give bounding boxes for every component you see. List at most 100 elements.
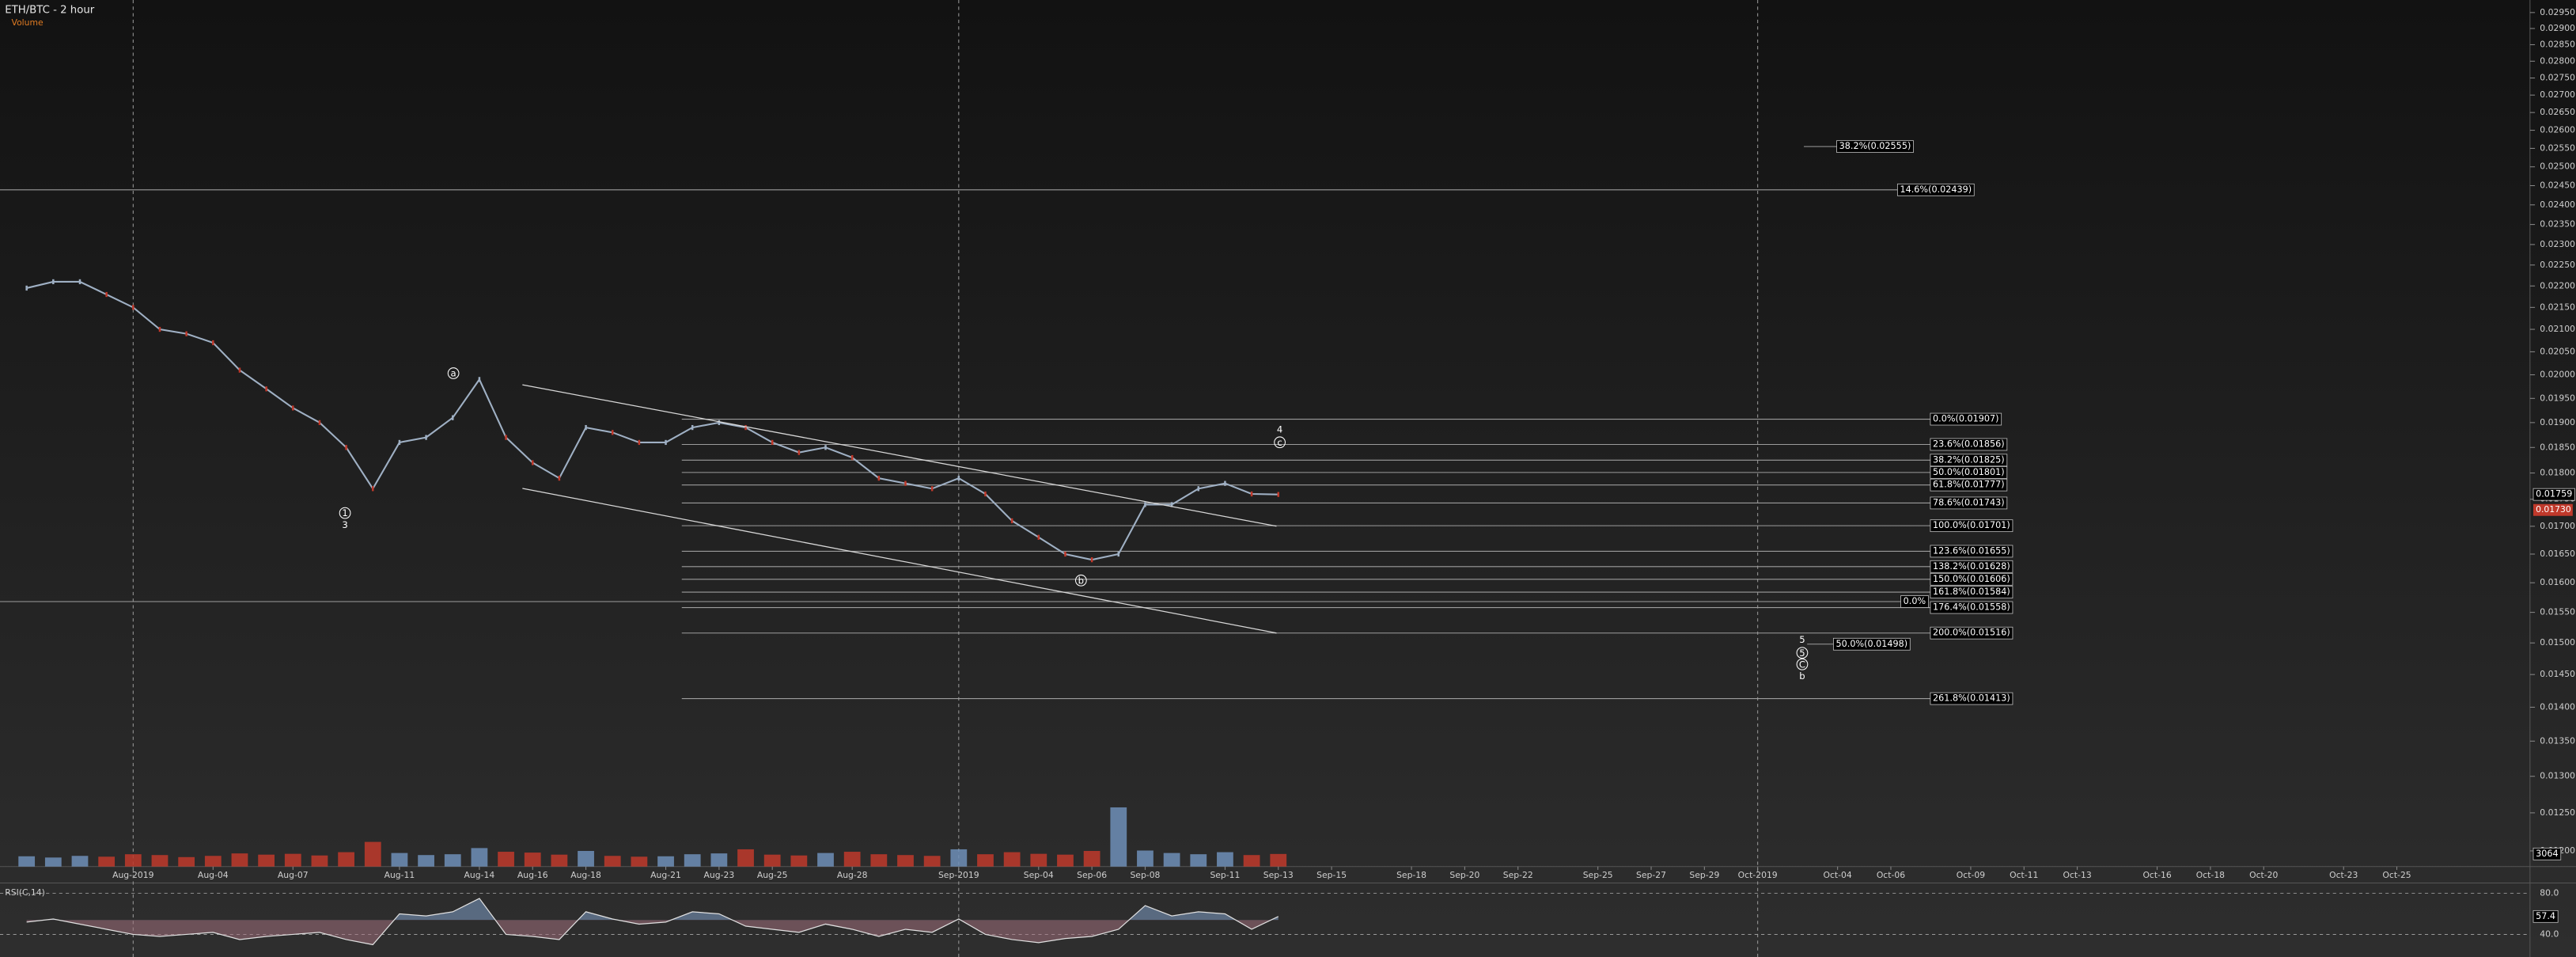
fib-label-box	[1930, 586, 2013, 598]
volume-bar	[124, 854, 142, 867]
price-line	[26, 280, 1279, 561]
fib-label-group: 261.8%(0.01413)	[1930, 692, 2013, 705]
fib-label-box	[1930, 560, 2013, 573]
channel-lower	[522, 488, 1277, 634]
y-tick-label: 0.02550	[2540, 142, 2575, 153]
price-point	[531, 460, 534, 465]
wave-label: a	[451, 368, 456, 379]
y-tick-label: 0.02650	[2540, 107, 2575, 117]
volume-bar	[1003, 852, 1021, 867]
x-tick-label: Sep-13	[1263, 870, 1294, 880]
price-point	[665, 439, 667, 446]
rsi-last-label-box	[2532, 910, 2559, 923]
fib-label-group: 100.0%(0.01701)	[1930, 519, 2013, 533]
volume-bar	[338, 852, 354, 867]
y-tick-label: 0.02400	[2540, 199, 2575, 210]
wave-circle	[1074, 574, 1087, 587]
y-tick-label: 0.01850	[2540, 442, 2575, 452]
wave-label: 1	[342, 507, 347, 518]
price-point	[1224, 480, 1226, 486]
price-point	[1010, 518, 1013, 524]
price-marker-group: 0.01730	[2533, 503, 2573, 516]
price-last-label: 0.01759	[2536, 489, 2572, 499]
y-tick-label: 0.01300	[2540, 771, 2575, 781]
fib-label: 261.8%(0.01413)	[1933, 693, 2010, 704]
rsi-title: RSI(C,14)	[5, 887, 45, 898]
wave-circle	[1274, 436, 1286, 449]
y-tick-label: 0.02300	[2540, 239, 2575, 249]
fib-label-group: 0.0%(0.01907)	[1930, 412, 2002, 426]
volume-bar	[391, 853, 408, 867]
volume-bar	[364, 841, 381, 867]
x-tick-label: Oct-25	[2382, 870, 2411, 880]
volume-bar	[631, 856, 648, 867]
volume-bar	[950, 849, 968, 867]
fib-label-group: 38.2%(0.02555)	[1836, 140, 1914, 154]
price-point	[771, 439, 774, 446]
volume-bar	[258, 854, 275, 867]
volume-bar	[684, 854, 701, 867]
volume-bar	[763, 854, 781, 867]
volume-bar	[1243, 855, 1260, 867]
fib-label: 78.6%(0.01743)	[1933, 497, 2005, 507]
y-tick-label: 0.02450	[2540, 180, 2575, 191]
fib-label-group: 138.2%(0.01628)	[1930, 560, 2013, 573]
x-tick-label: Aug-23	[704, 870, 735, 880]
fib-label-group: 78.6%(0.01743)	[1930, 496, 2008, 510]
y-tick-label: 0.01800	[2540, 468, 2575, 478]
wave-label: c	[1277, 437, 1282, 448]
price-point	[558, 475, 561, 481]
y-tick-label: 0.02150	[2540, 302, 2575, 312]
y-tick-label: 0.02750	[2540, 73, 2575, 83]
price-point	[345, 445, 347, 450]
price-point	[478, 377, 481, 382]
rsi-tick-label: 80.0	[2540, 888, 2559, 898]
fib-label-box	[1930, 692, 2013, 705]
volume-bar	[551, 854, 568, 867]
volume-bar	[284, 853, 301, 867]
volume-bar	[817, 853, 834, 867]
fib-label-box	[1832, 637, 1911, 651]
fib-label-box	[1930, 438, 2008, 451]
rsi-area-low	[26, 920, 1279, 945]
fib-label-group: 14.6%(0.02439)	[1896, 183, 1975, 196]
price-point	[1144, 502, 1146, 507]
y-tick-label: 0.02250	[2540, 260, 2575, 270]
fib-label: 50.0%(0.01801)	[1933, 467, 2005, 477]
volume-bar	[737, 849, 754, 867]
fib-label-box	[1930, 412, 2002, 426]
fib-label-group: 38.2%(0.01825)	[1930, 454, 2008, 467]
x-tick-label: Oct-23	[2329, 870, 2358, 880]
price-point	[930, 486, 934, 492]
price-point	[1170, 502, 1173, 507]
fib-label: 176.4%(0.01558)	[1933, 602, 2010, 613]
y-tick-label: 0.01400	[2540, 701, 2575, 712]
price-point	[984, 491, 987, 497]
price-point	[718, 420, 721, 425]
wave-label: C	[1799, 659, 1805, 670]
price-marker-label: 0.01730	[2536, 504, 2571, 515]
price-point	[185, 331, 188, 336]
price-point	[372, 486, 374, 492]
price-point	[1197, 486, 1200, 492]
y-tick-label: 0.02950	[2540, 7, 2575, 17]
fib-label: 14.6%(0.02439)	[1900, 184, 1972, 195]
channel-upper	[522, 384, 1277, 527]
wave-label: 5	[1799, 634, 1805, 645]
volume-bar	[71, 856, 89, 867]
wave-label: b	[1078, 575, 1084, 586]
y-tick-label: 0.01700	[2540, 521, 2575, 531]
fib-label: 0.0%(0.01907)	[1933, 414, 1999, 424]
price-point	[1037, 534, 1040, 540]
volume-last-label: 3064	[2536, 849, 2559, 859]
volume-bar	[870, 854, 888, 867]
fib-label: 61.8%(0.01777)	[1933, 480, 2005, 490]
y-tick-label: 0.01550	[2540, 607, 2575, 617]
wave-circle	[339, 507, 351, 519]
x-tick-label: Aug-18	[570, 870, 601, 880]
fib-label-box	[1930, 519, 2013, 533]
